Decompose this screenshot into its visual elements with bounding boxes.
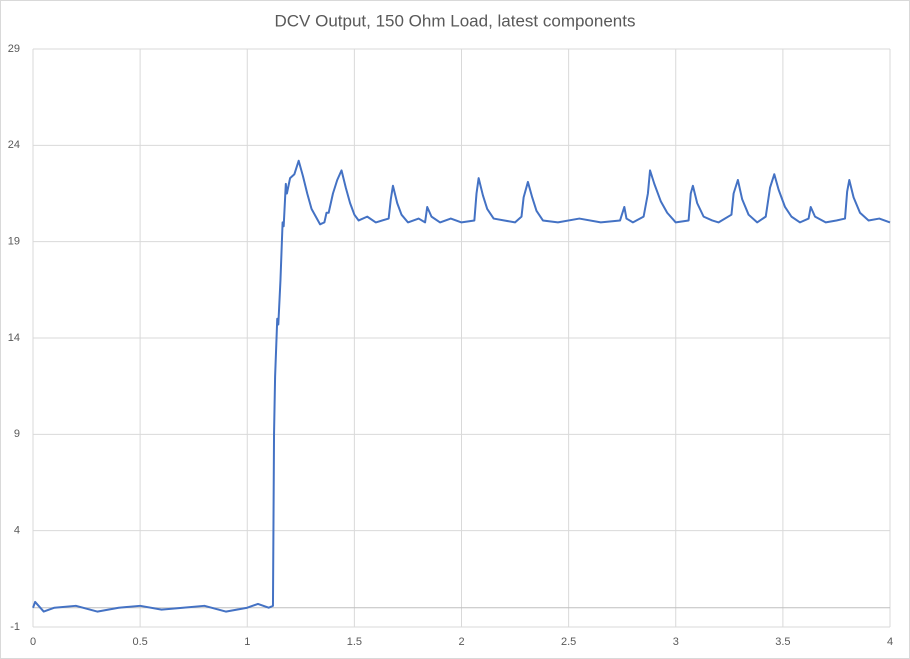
y-tick-label: 9 (14, 428, 20, 440)
y-tick-label: 4 (14, 525, 20, 537)
chart-title: DCV Output, 150 Ohm Load, latest compone… (275, 11, 636, 30)
y-tick-label: 19 (8, 236, 20, 248)
x-tick-label: 4 (887, 636, 893, 648)
x-tick-label: 0 (30, 636, 36, 648)
y-tick-label: -1 (10, 621, 20, 633)
x-tick-label: 2.5 (561, 636, 576, 648)
y-tick-label: 29 (8, 43, 20, 55)
y-tick-label: 14 (8, 332, 20, 344)
x-tick-label: 2 (458, 636, 464, 648)
x-tick-label: 3.5 (775, 636, 790, 648)
x-tick-label: 1 (244, 636, 250, 648)
x-tick-label: 1.5 (347, 636, 362, 648)
x-tick-label: 3 (673, 636, 679, 648)
data-line (32, 159, 891, 613)
y-tick-label: 24 (8, 139, 20, 151)
x-tick-label: 0.5 (132, 636, 147, 648)
